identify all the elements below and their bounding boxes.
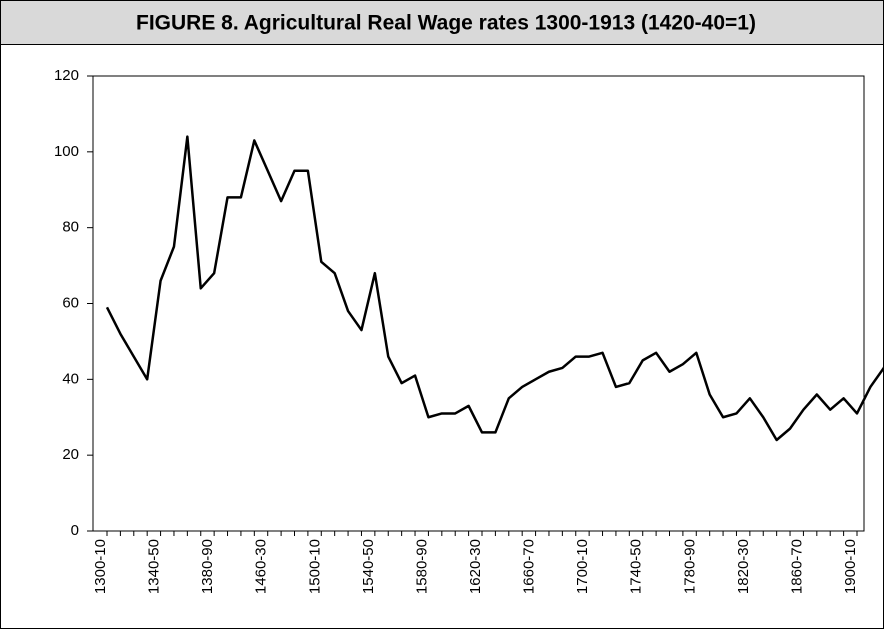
x-tick-label: 1660-70 <box>521 539 538 594</box>
chart-title: FIGURE 8. Agricultural Real Wage rates 1… <box>136 12 756 35</box>
x-tick-label: 1740-50 <box>628 539 645 594</box>
x-tick-label: 1780-90 <box>681 539 698 594</box>
x-tick-label: 1580-90 <box>413 539 430 594</box>
title-band <box>0 0 884 45</box>
x-tick-label: 1900-10 <box>842 539 859 594</box>
y-tick-label: 120 <box>54 67 79 84</box>
x-tick-label: 1500-10 <box>306 539 323 594</box>
y-tick-label: 20 <box>62 446 79 463</box>
x-tick-label: 1620-30 <box>467 539 484 594</box>
x-tick-label: 1860-70 <box>788 539 805 594</box>
y-tick-label: 80 <box>62 219 79 236</box>
x-tick-label: 1820-30 <box>735 539 752 594</box>
x-tick-label: 1460-30 <box>253 539 270 594</box>
y-tick-label: 60 <box>62 294 79 311</box>
plot-area <box>92 75 865 532</box>
x-tick-label: 1340-50 <box>146 539 163 594</box>
x-tick-label: 1700-10 <box>574 539 591 594</box>
y-tick-label: 0 <box>71 522 79 539</box>
x-tick-label: 1380-90 <box>199 539 216 594</box>
x-tick-label: 1300-10 <box>92 539 109 594</box>
x-tick-label: 1540-50 <box>360 539 377 594</box>
data-line <box>105 135 884 442</box>
y-tick-label: 100 <box>54 143 79 160</box>
y-tick-label: 40 <box>62 370 79 387</box>
